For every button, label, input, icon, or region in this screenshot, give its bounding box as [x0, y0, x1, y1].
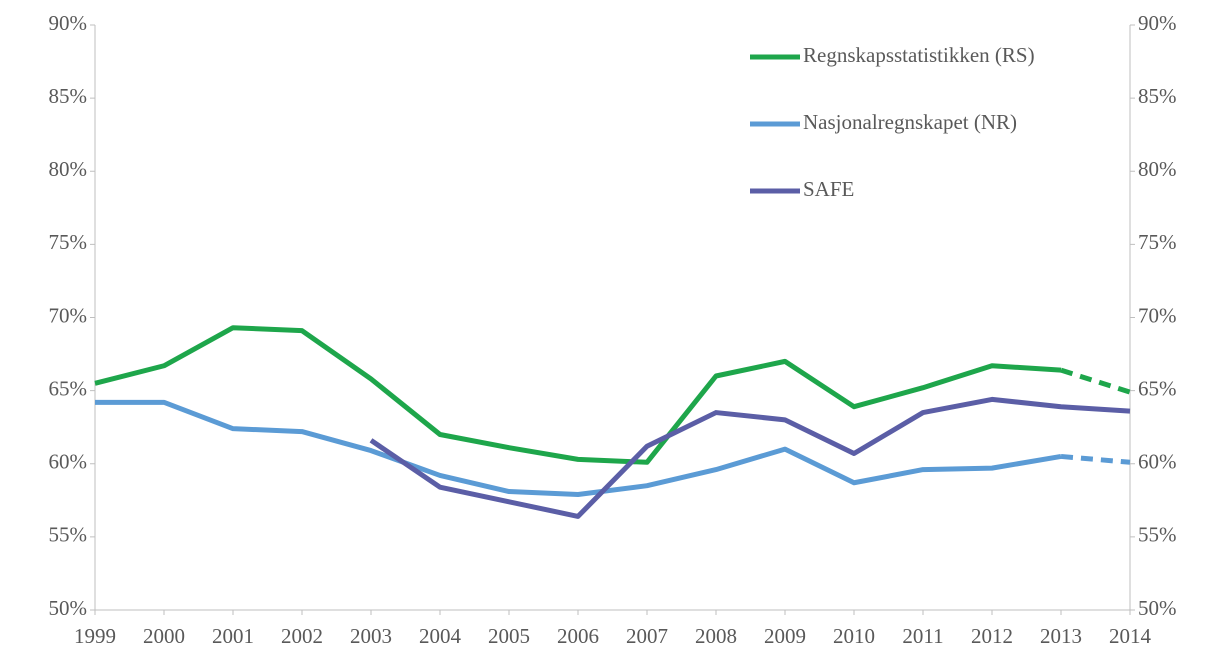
x-tick-label: 2003 [350, 624, 392, 648]
y-tick-label: 85% [49, 84, 88, 108]
y2-tick-label: 90% [1138, 11, 1177, 35]
x-tick-label: 1999 [74, 624, 116, 648]
y2-tick-label: 70% [1138, 303, 1177, 327]
series-line [94, 325, 1062, 465]
x-tick-label: 2006 [557, 624, 599, 648]
legend-label: Nasjonalregnskapet (NR) [803, 110, 1017, 134]
series-line-dashed [1060, 367, 1131, 395]
y-tick-label: 70% [49, 303, 88, 327]
series-line [95, 399, 1062, 497]
x-tick-label: 2002 [281, 624, 323, 648]
x-tick-label: 2005 [488, 624, 530, 648]
legend-label: SAFE [803, 177, 854, 201]
x-tick-label: 2004 [419, 624, 462, 648]
legend-label: Regnskapsstatistikken (RS) [803, 43, 1035, 67]
y2-tick-label: 55% [1138, 523, 1177, 547]
x-tick-label: 2010 [833, 624, 875, 648]
x-tick-label: 2011 [902, 624, 943, 648]
x-tick-label: 2007 [626, 624, 668, 648]
y-tick-label: 75% [49, 230, 88, 254]
y-tick-label: 60% [49, 450, 88, 474]
y-tick-label: 65% [49, 376, 88, 400]
x-tick-label: 2000 [143, 624, 185, 648]
y-tick-label: 80% [49, 157, 88, 181]
y2-tick-label: 50% [1138, 596, 1177, 620]
x-tick-label: 2001 [212, 624, 254, 648]
series-line [369, 396, 1131, 519]
y2-tick-label: 65% [1138, 376, 1177, 400]
series-line-dashed [1060, 453, 1131, 465]
x-tick-label: 2009 [764, 624, 806, 648]
y-tick-label: 90% [49, 11, 88, 35]
x-tick-label: 2014 [1109, 624, 1152, 648]
y2-tick-label: 80% [1138, 157, 1177, 181]
y2-tick-label: 60% [1138, 450, 1177, 474]
x-tick-label: 2012 [971, 624, 1013, 648]
y-tick-label: 55% [49, 523, 88, 547]
x-tick-label: 2008 [695, 624, 737, 648]
y2-tick-label: 75% [1138, 230, 1177, 254]
x-tick-label: 2013 [1040, 624, 1082, 648]
y2-tick-label: 85% [1138, 84, 1177, 108]
y-tick-label: 50% [49, 596, 88, 620]
